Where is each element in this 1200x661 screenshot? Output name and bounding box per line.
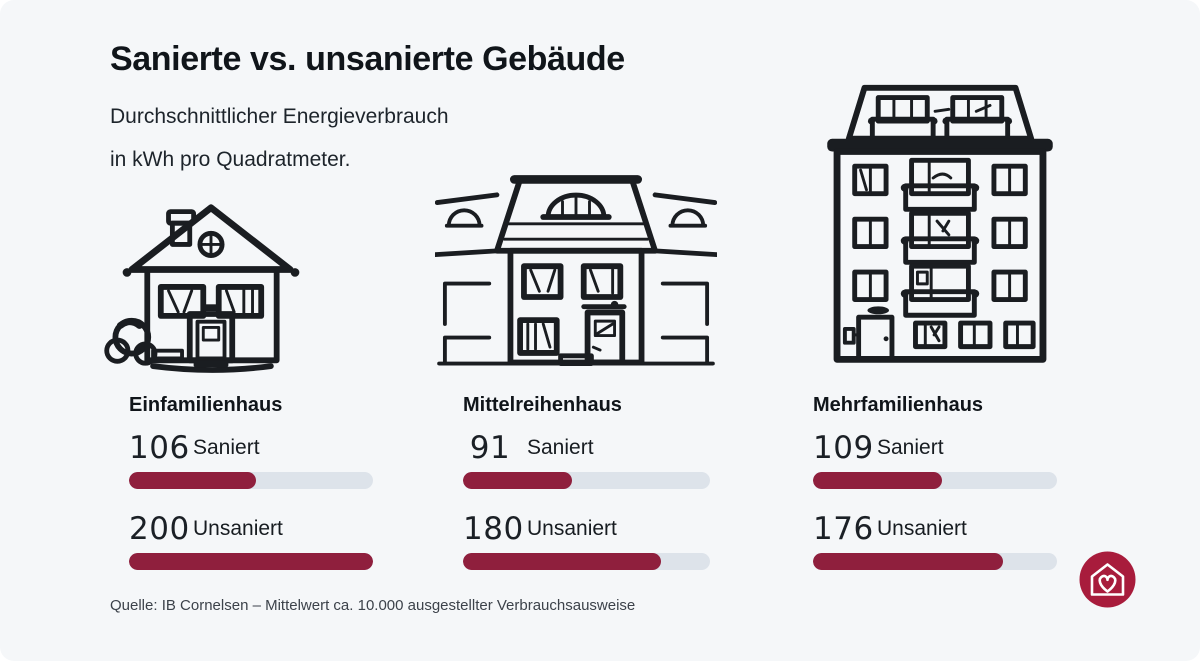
saniert-bar-track (129, 472, 373, 489)
unsaniert-bar-track (129, 553, 373, 570)
unsaniert-value: 176 (813, 511, 874, 547)
building-title: Einfamilienhaus (129, 394, 283, 416)
unsaniert-label: Unsaniert (877, 517, 967, 540)
mid-terrace-house-illustration (434, 66, 717, 378)
saniert-label: Saniert (193, 436, 260, 459)
column-mehrfamilienhaus: Mehrfamilienhaus 109 Saniert 176 Unsanie… (813, 66, 1057, 570)
page-title: Sanierte vs. unsanierte Gebäude (110, 40, 625, 78)
saniert-label: Saniert (877, 436, 944, 459)
unsaniert-bar-fill (129, 553, 373, 570)
metric-saniert: 106 Saniert (129, 431, 373, 489)
heart-house-icon (1090, 563, 1125, 596)
header: Sanierte vs. unsanierte Gebäude Durchsch… (110, 40, 625, 181)
subtitle-line-2: in kWh pro Quadratmeter. (110, 148, 351, 171)
apartment-building-illustration (813, 66, 1057, 378)
mid-terrace-house-icon (434, 175, 717, 366)
metric-unsaniert: 200 Unsaniert (129, 512, 373, 570)
source-note: Quelle: IB Cornelsen – Mittelwert ca. 10… (110, 597, 636, 614)
unsaniert-label: Unsaniert (527, 517, 617, 540)
unsaniert-bar-track (463, 553, 710, 570)
apartment-building-icon (827, 84, 1053, 363)
unsaniert-bar-fill (813, 553, 1004, 570)
column-mittelreihenhaus: Mittelreihenhaus 91 Saniert 180 Unsanier… (434, 66, 717, 570)
saniert-bar-track (813, 472, 1057, 489)
subtitle: Durchschnittlicher Energieverbrauch in k… (110, 95, 625, 181)
saniert-label: Saniert (527, 436, 594, 459)
unsaniert-bar-track (813, 553, 1057, 570)
single-family-house-icon (104, 204, 300, 373)
column-einfamilienhaus: Einfamilienhaus 106 Saniert 200 Unsanier… (104, 66, 373, 570)
saniert-value: 91 (469, 430, 511, 466)
metric-saniert: 109 Saniert (813, 431, 1057, 489)
saniert-value: 106 (129, 430, 190, 466)
unsaniert-bar-fill (463, 553, 661, 570)
metric-saniert: 91 Saniert (463, 431, 710, 489)
saniert-value: 109 (813, 430, 874, 466)
saniert-bar-fill (129, 472, 256, 489)
unsaniert-label: Unsaniert (193, 517, 283, 540)
metric-unsaniert: 176 Unsaniert (813, 512, 1057, 570)
unsaniert-value: 200 (129, 511, 190, 547)
single-family-house-illustration (104, 66, 373, 378)
saniert-bar-fill (463, 472, 572, 489)
saniert-bar-track (463, 472, 710, 489)
building-title: Mittelreihenhaus (463, 394, 622, 416)
brand-logo (1079, 551, 1136, 608)
saniert-bar-fill (813, 472, 943, 489)
unsaniert-value: 180 (463, 511, 524, 547)
metric-unsaniert: 180 Unsaniert (463, 512, 710, 570)
building-title: Mehrfamilienhaus (813, 394, 984, 416)
subtitle-line-1: Durchschnittlicher Energieverbrauch (110, 105, 449, 128)
